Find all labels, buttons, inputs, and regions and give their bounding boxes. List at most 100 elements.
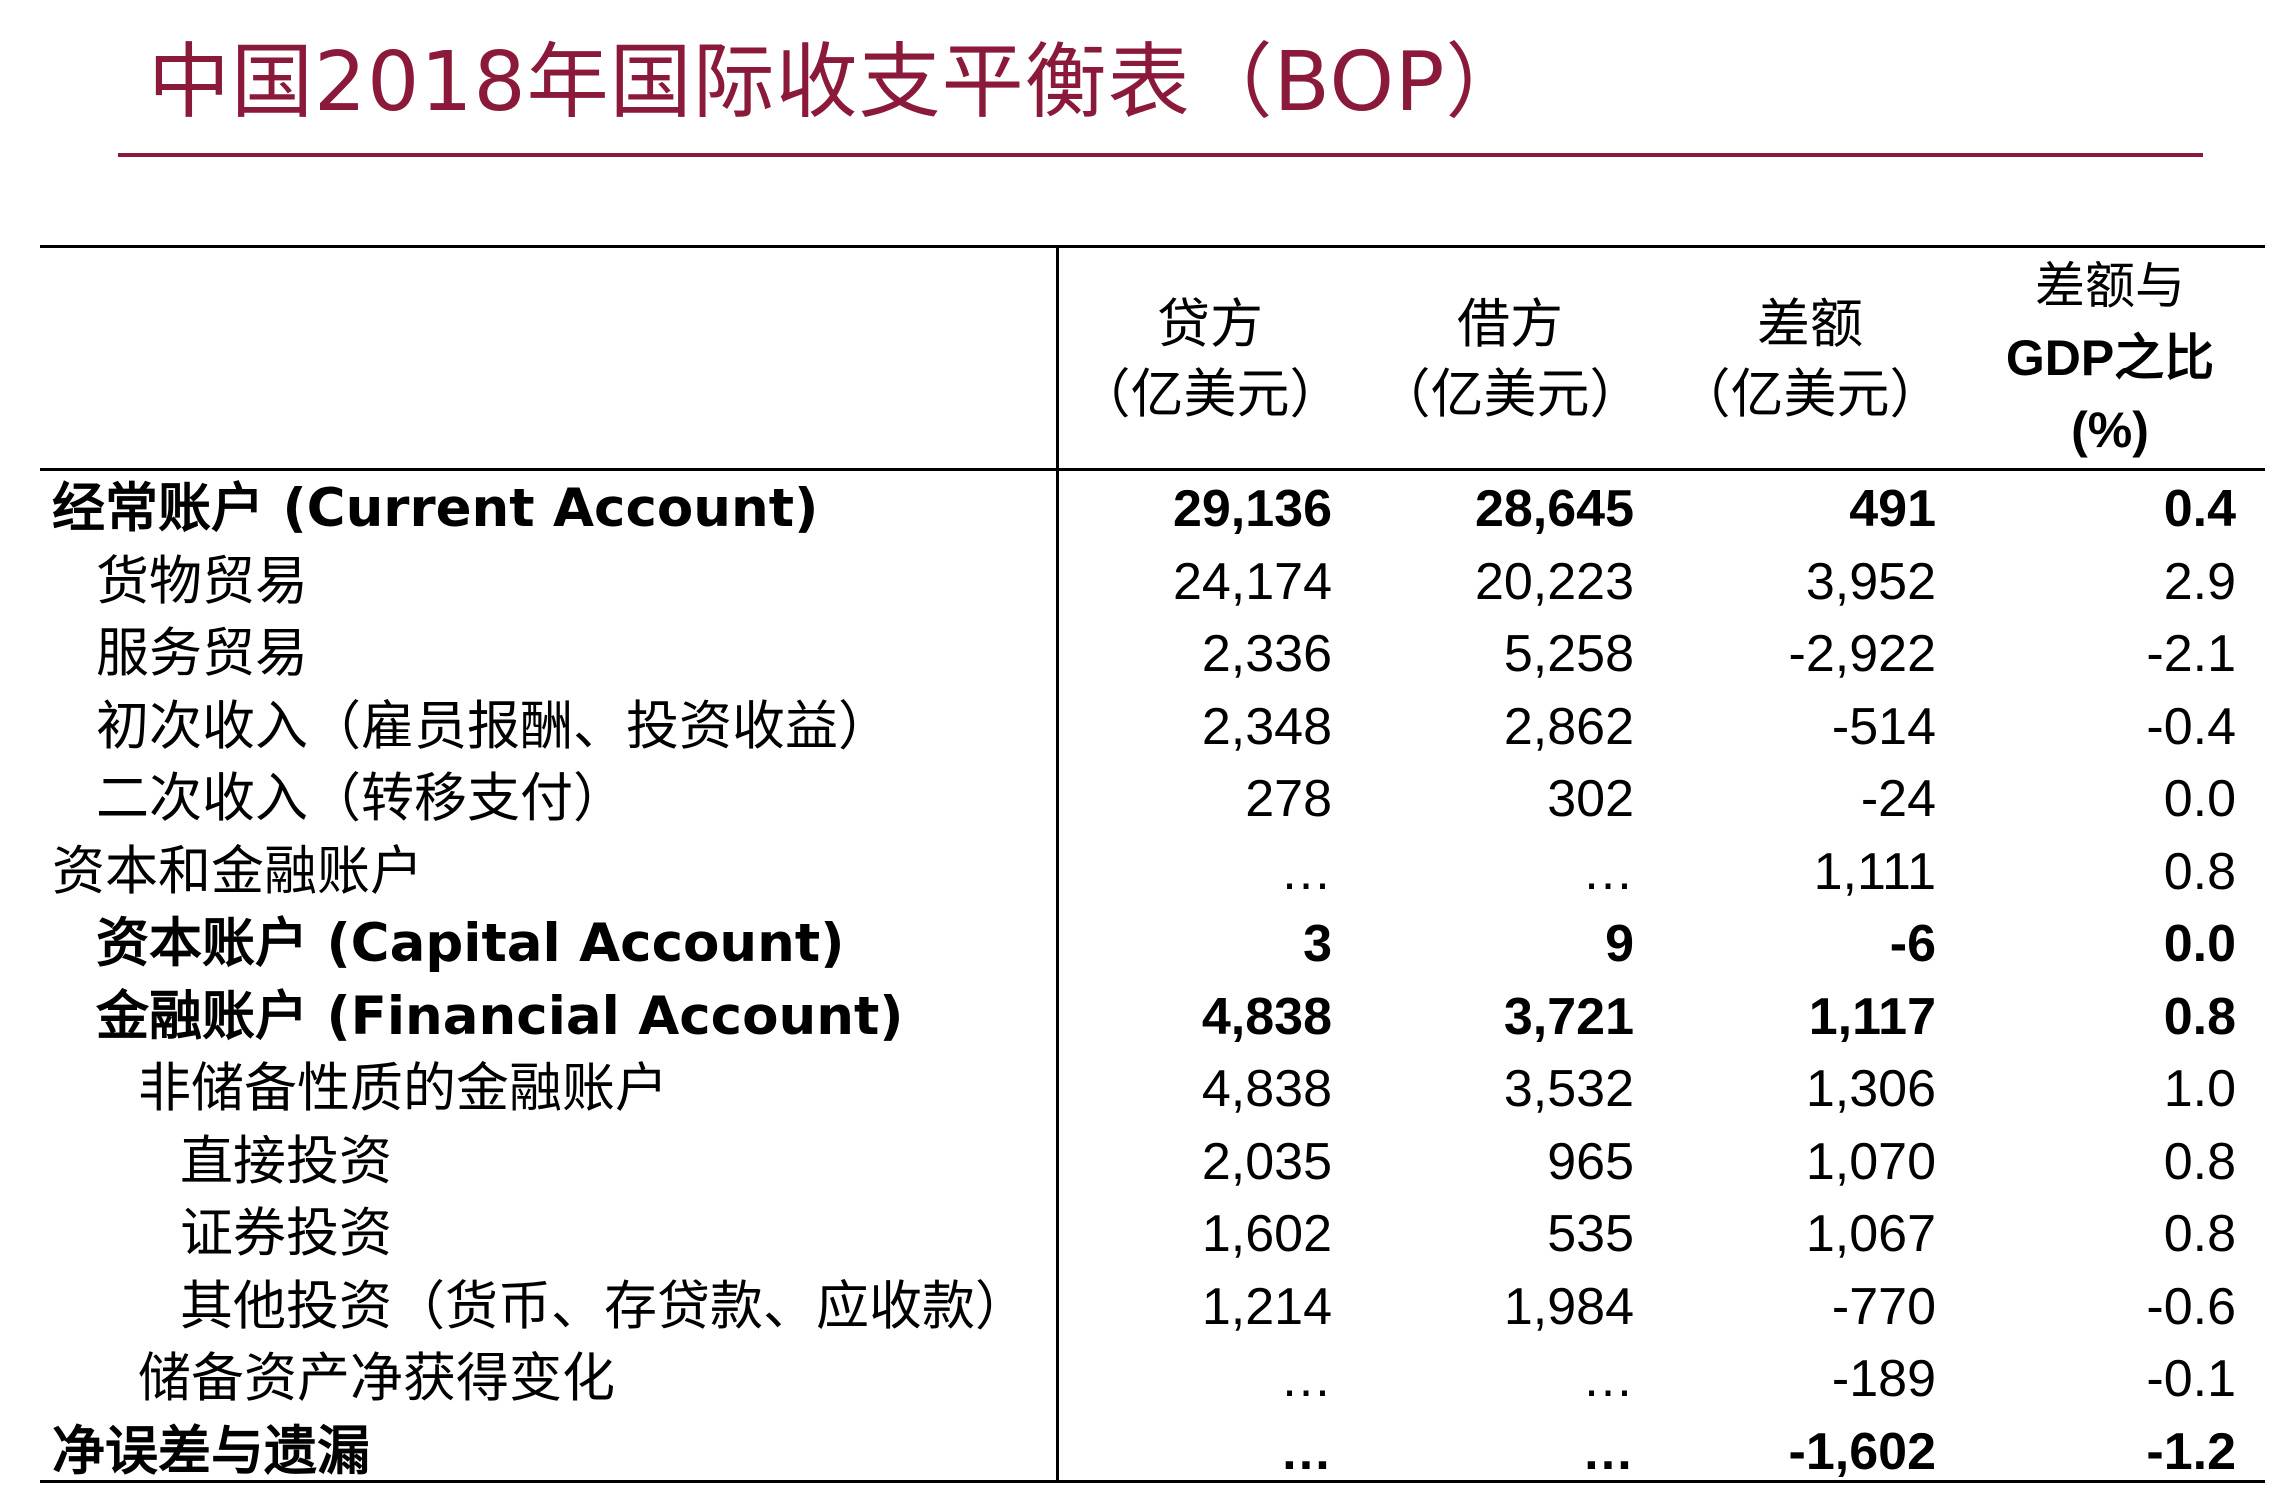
gdp-ratio-value: 0.4 — [2163, 480, 2236, 538]
row-label: 资本和金融账户 — [52, 840, 423, 902]
gdp-ratio-value: 0.8 — [2163, 1205, 2236, 1263]
column-header-debit-line2: （亿美元） — [1377, 364, 1643, 425]
balance-value: -770 — [1831, 1277, 1936, 1336]
debit-value: 1,984 — [1503, 1277, 1634, 1336]
credit-value: 1,214 — [1201, 1277, 1332, 1336]
gdp-ratio-value: -1.2 — [2146, 1422, 2236, 1481]
column-header-credit: 贷方 （亿美元） — [1060, 290, 1360, 430]
column-header-credit-line2: （亿美元） — [1077, 364, 1343, 425]
column-header-balance-line1: 差额 — [1757, 294, 1863, 355]
table-row: 货物贸易 24,174 20,223 3,952 2.9 — [0, 546, 2291, 619]
table-row: 资本账户 (Capital Account) 3 9 -6 0.0 — [0, 908, 2291, 981]
gdp-ratio-value: 0.8 — [2163, 1132, 2236, 1191]
column-header-balance: 差额 （亿美元） — [1660, 290, 1960, 430]
table-row: 其他投资（货币、存贷款、应收款） 1,214 1,984 -770 -0.6 — [0, 1271, 2291, 1344]
column-header-debit-line1: 借方 — [1457, 294, 1563, 355]
gdp-ratio-value: 0.8 — [2163, 987, 2236, 1046]
column-header-gdp-ratio: 差额与 GDP之比 (%) — [1960, 250, 2260, 466]
balance-value: 491 — [1849, 480, 1936, 538]
gdp-ratio-value: -2.1 — [2146, 625, 2236, 683]
row-label: 资本账户 (Capital Account) — [96, 913, 845, 974]
balance-value: 1,111 — [1813, 842, 1936, 901]
debit-value: … — [1582, 1350, 1634, 1408]
column-header-gdp-ratio-line3: (%) — [2071, 402, 2149, 458]
debit-value: 5,258 — [1503, 625, 1634, 683]
credit-value: … — [1280, 1422, 1332, 1481]
balance-value: -189 — [1831, 1350, 1936, 1408]
table-row: 二次收入（转移支付） 278 302 -24 0.0 — [0, 763, 2291, 836]
bop-table: 经常账户 (Current Account) 29,136 28,645 491 0.4… — [0, 473, 2291, 1488]
debit-value: 9 — [1605, 915, 1634, 973]
balance-value: -514 — [1831, 697, 1936, 756]
gdp-ratio-value: 0.0 — [2163, 770, 2236, 828]
debit-value: 3,532 — [1503, 1060, 1634, 1118]
debit-value: 3,721 — [1503, 987, 1634, 1046]
table-header-rule — [40, 468, 2265, 471]
table-row: 资本和金融账户 … … 1,111 0.8 — [0, 836, 2291, 909]
table-bottom-rule — [40, 1480, 2265, 1483]
credit-value: 2,336 — [1201, 625, 1332, 683]
debit-value: 535 — [1547, 1205, 1634, 1263]
debit-value: 2,862 — [1503, 697, 1634, 756]
debit-value: 302 — [1547, 770, 1634, 828]
balance-value: 1,117 — [1808, 987, 1936, 1046]
credit-value: 24,174 — [1172, 552, 1332, 611]
column-header-debit: 借方 （亿美元） — [1360, 290, 1660, 430]
table-row: 证券投资 1,602 535 1,067 0.8 — [0, 1198, 2291, 1271]
debit-value: 28,645 — [1474, 480, 1634, 538]
row-label: 货物贸易 — [96, 550, 308, 612]
table-row: 金融账户 (Financial Account) 4,838 3,721 1,117 0… — [0, 981, 2291, 1054]
gdp-ratio-value: 0.8 — [2163, 842, 2236, 901]
credit-value: … — [1280, 842, 1332, 901]
row-label: 金融账户 (Financial Account) — [96, 985, 904, 1047]
gdp-ratio-value: 2.9 — [2163, 552, 2236, 611]
debit-value: … — [1582, 842, 1634, 901]
row-label: 其他投资（货币、存贷款、应收款） — [180, 1275, 1028, 1337]
column-header-balance-line2: （亿美元） — [1677, 364, 1943, 425]
label-column-divider — [1056, 245, 1059, 1483]
row-label: 经常账户 (Current Account) — [52, 478, 819, 539]
row-label: 净误差与遗漏 — [52, 1420, 370, 1482]
page-title: 中国2018年国际收支平衡表（BOP） — [148, 35, 1529, 130]
row-label: 初次收入（雇员报酬、投资收益） — [96, 695, 891, 757]
table-row: 初次收入（雇员报酬、投资收益） 2,348 2,862 -514 -0.4 — [0, 691, 2291, 764]
balance-value: -1,602 — [1788, 1422, 1936, 1481]
row-label: 储备资产净获得变化 — [138, 1348, 615, 1409]
table-row: 净误差与遗漏 … … -1,602 -1.2 — [0, 1416, 2291, 1489]
gdp-ratio-value: -0.6 — [2146, 1277, 2236, 1336]
row-label: 服务贸易 — [96, 623, 308, 684]
title-underline — [118, 153, 2203, 157]
table-top-rule — [40, 245, 2265, 248]
credit-value: 4,838 — [1201, 1060, 1332, 1118]
row-label: 证券投资 — [180, 1203, 392, 1264]
gdp-ratio-value: -0.4 — [2146, 697, 2236, 756]
balance-value: 1,070 — [1805, 1132, 1936, 1191]
gdp-ratio-value: -0.1 — [2146, 1350, 2236, 1408]
balance-value: 3,952 — [1805, 552, 1936, 611]
balance-value: 1,306 — [1805, 1060, 1936, 1118]
row-label: 非储备性质的金融账户 — [138, 1058, 668, 1119]
table-row: 非储备性质的金融账户 4,838 3,532 1,306 1.0 — [0, 1053, 2291, 1126]
credit-value: 2,348 — [1201, 697, 1332, 756]
table-row: 储备资产净获得变化 … … -189 -0.1 — [0, 1343, 2291, 1416]
debit-value: 20,223 — [1474, 552, 1634, 611]
credit-value: 3 — [1303, 915, 1332, 973]
gdp-ratio-value: 0.0 — [2163, 915, 2236, 973]
table-row: 直接投资 2,035 965 1,070 0.8 — [0, 1126, 2291, 1199]
balance-value: -24 — [1860, 770, 1936, 828]
debit-value: … — [1582, 1422, 1634, 1481]
column-header-credit-line1: 贷方 — [1157, 294, 1263, 355]
table-row: 服务贸易 2,336 5,258 -2,922 -2.1 — [0, 618, 2291, 691]
balance-value: -6 — [1889, 915, 1936, 973]
column-header-gdp-ratio-line2: GDP之比 — [2005, 330, 2215, 386]
credit-value: 2,035 — [1201, 1132, 1332, 1191]
gdp-ratio-value: 1.0 — [2163, 1060, 2236, 1118]
credit-value: 1,602 — [1201, 1205, 1332, 1263]
row-label: 二次收入（转移支付） — [96, 768, 626, 829]
credit-value: 4,838 — [1201, 987, 1332, 1046]
balance-value: -2,922 — [1788, 625, 1936, 683]
credit-value: 278 — [1245, 770, 1332, 828]
row-label: 直接投资 — [180, 1130, 392, 1192]
column-header-gdp-ratio-line1: 差额与 — [2035, 257, 2185, 315]
credit-value: … — [1280, 1350, 1332, 1408]
